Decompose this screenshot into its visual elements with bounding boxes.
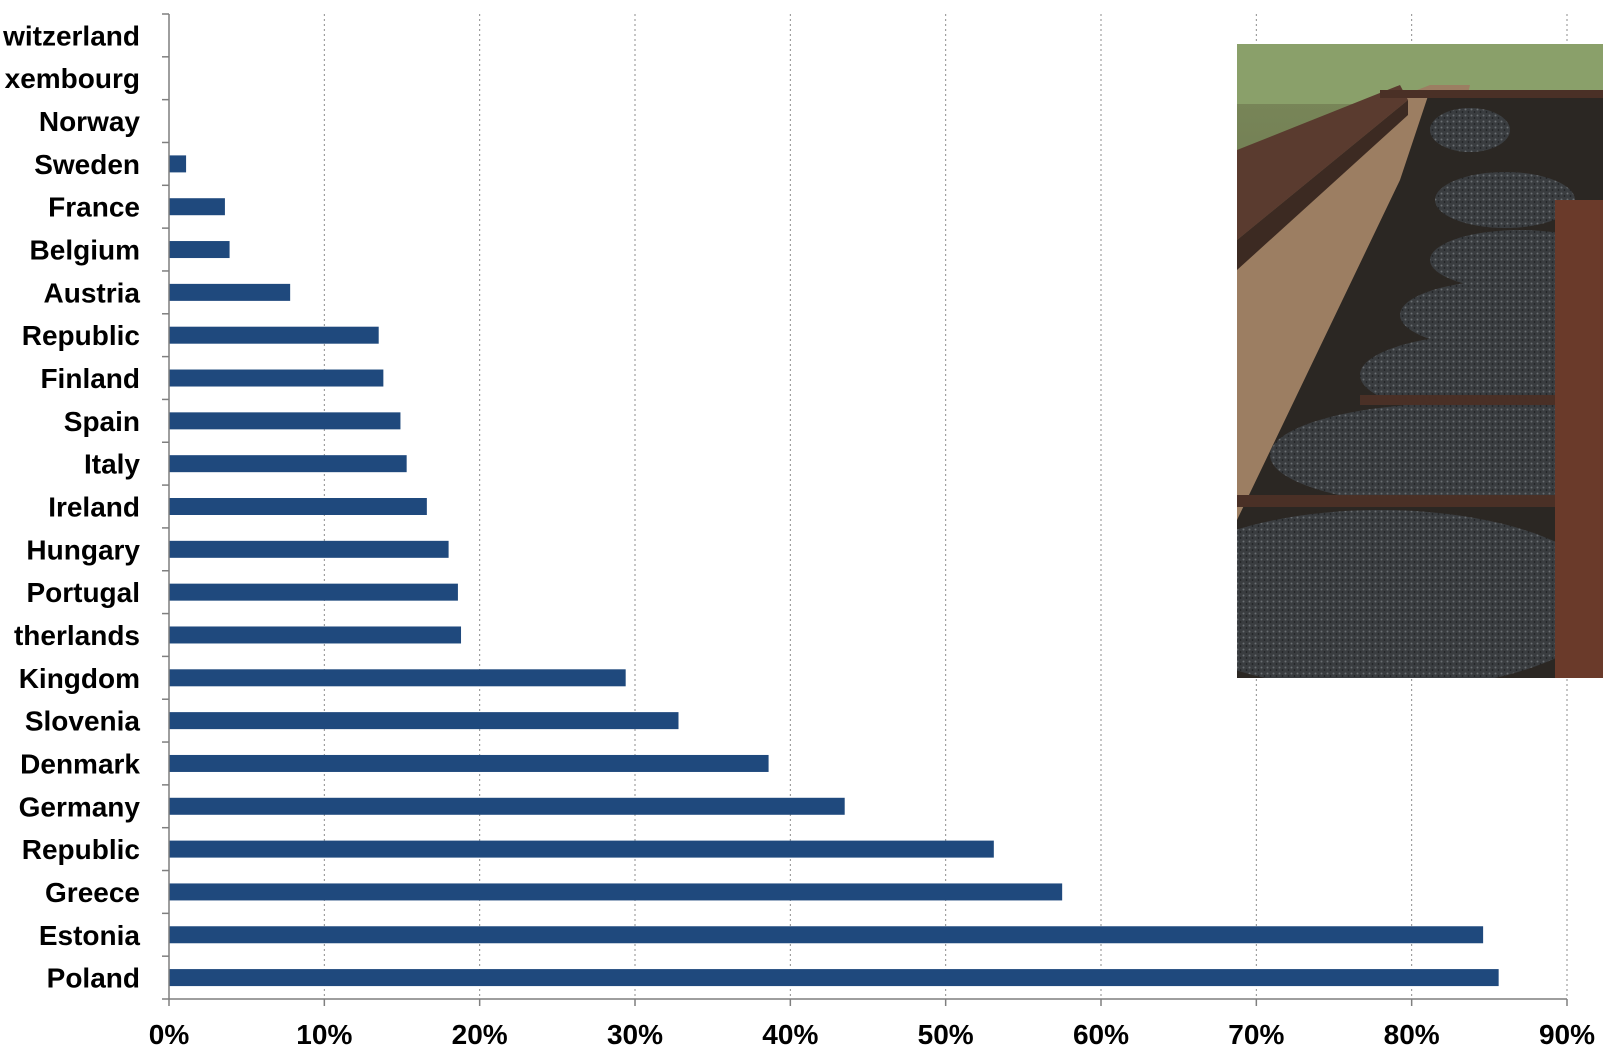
x-tick-label: 30% [607, 1019, 663, 1046]
category-label: Kingdom [19, 663, 140, 694]
bar [169, 498, 427, 515]
x-tick-label: 40% [762, 1019, 818, 1046]
category-label: Slovenia [25, 706, 141, 737]
bar [169, 369, 384, 387]
x-tick-label: 0% [149, 1019, 190, 1046]
coal-train-photo [1237, 44, 1603, 678]
x-tick-label: 50% [918, 1019, 974, 1046]
bar [169, 754, 769, 772]
gridlines [323, 14, 1568, 999]
y-axis-ticks [162, 13, 169, 1000]
bar [169, 797, 845, 815]
category-label: Estonia [39, 920, 141, 951]
bar [169, 198, 225, 216]
category-label: Republic [22, 320, 140, 351]
bar [169, 926, 1484, 944]
x-tick-label: 70% [1228, 1019, 1284, 1046]
category-label: Belgium [30, 235, 140, 266]
bar [169, 626, 462, 644]
category-label: Hungary [26, 534, 140, 565]
category-label: Ireland [48, 492, 140, 523]
category-label: witzerland [2, 20, 140, 51]
x-tick-label: 20% [452, 1019, 508, 1046]
category-label: Republic [22, 834, 140, 865]
x-tick-label: 60% [1073, 1019, 1129, 1046]
bar [169, 540, 449, 558]
x-tick-label: 80% [1384, 1019, 1440, 1046]
category-label: therlands [14, 620, 140, 651]
bar [169, 712, 679, 730]
bar [169, 326, 379, 344]
category-label: Greece [45, 877, 140, 908]
bar [169, 155, 187, 173]
bar [169, 669, 626, 687]
category-label: Finland [40, 363, 140, 394]
bar [169, 283, 291, 301]
bar [169, 455, 407, 473]
category-label: Austria [44, 277, 141, 308]
x-tick-label: 90% [1539, 1019, 1595, 1046]
x-tick-labels: 0% 10% 20% 30% 40% 50% 60% 70% 80% 90% [149, 1019, 1595, 1046]
category-labels: witzerland xembourg Norway Sweden France Belg… [2, 20, 140, 993]
category-label: Denmark [20, 748, 140, 779]
category-label: Italy [84, 449, 140, 480]
category-label: Sweden [34, 149, 140, 180]
category-label: Poland [47, 963, 140, 994]
category-label: France [48, 192, 140, 223]
bar [169, 969, 1499, 987]
bar [169, 583, 458, 601]
bars [169, 155, 1499, 987]
bar [169, 241, 230, 259]
category-label: Germany [19, 791, 141, 822]
bar [169, 412, 401, 430]
bar [169, 883, 1063, 901]
category-label: Spain [64, 406, 140, 437]
category-label: Portugal [26, 577, 140, 608]
category-label: xembourg [5, 63, 140, 94]
x-axis-ticks [168, 999, 1568, 1006]
category-label: Norway [39, 106, 141, 137]
x-tick-label: 10% [296, 1019, 352, 1046]
bar [169, 840, 994, 858]
